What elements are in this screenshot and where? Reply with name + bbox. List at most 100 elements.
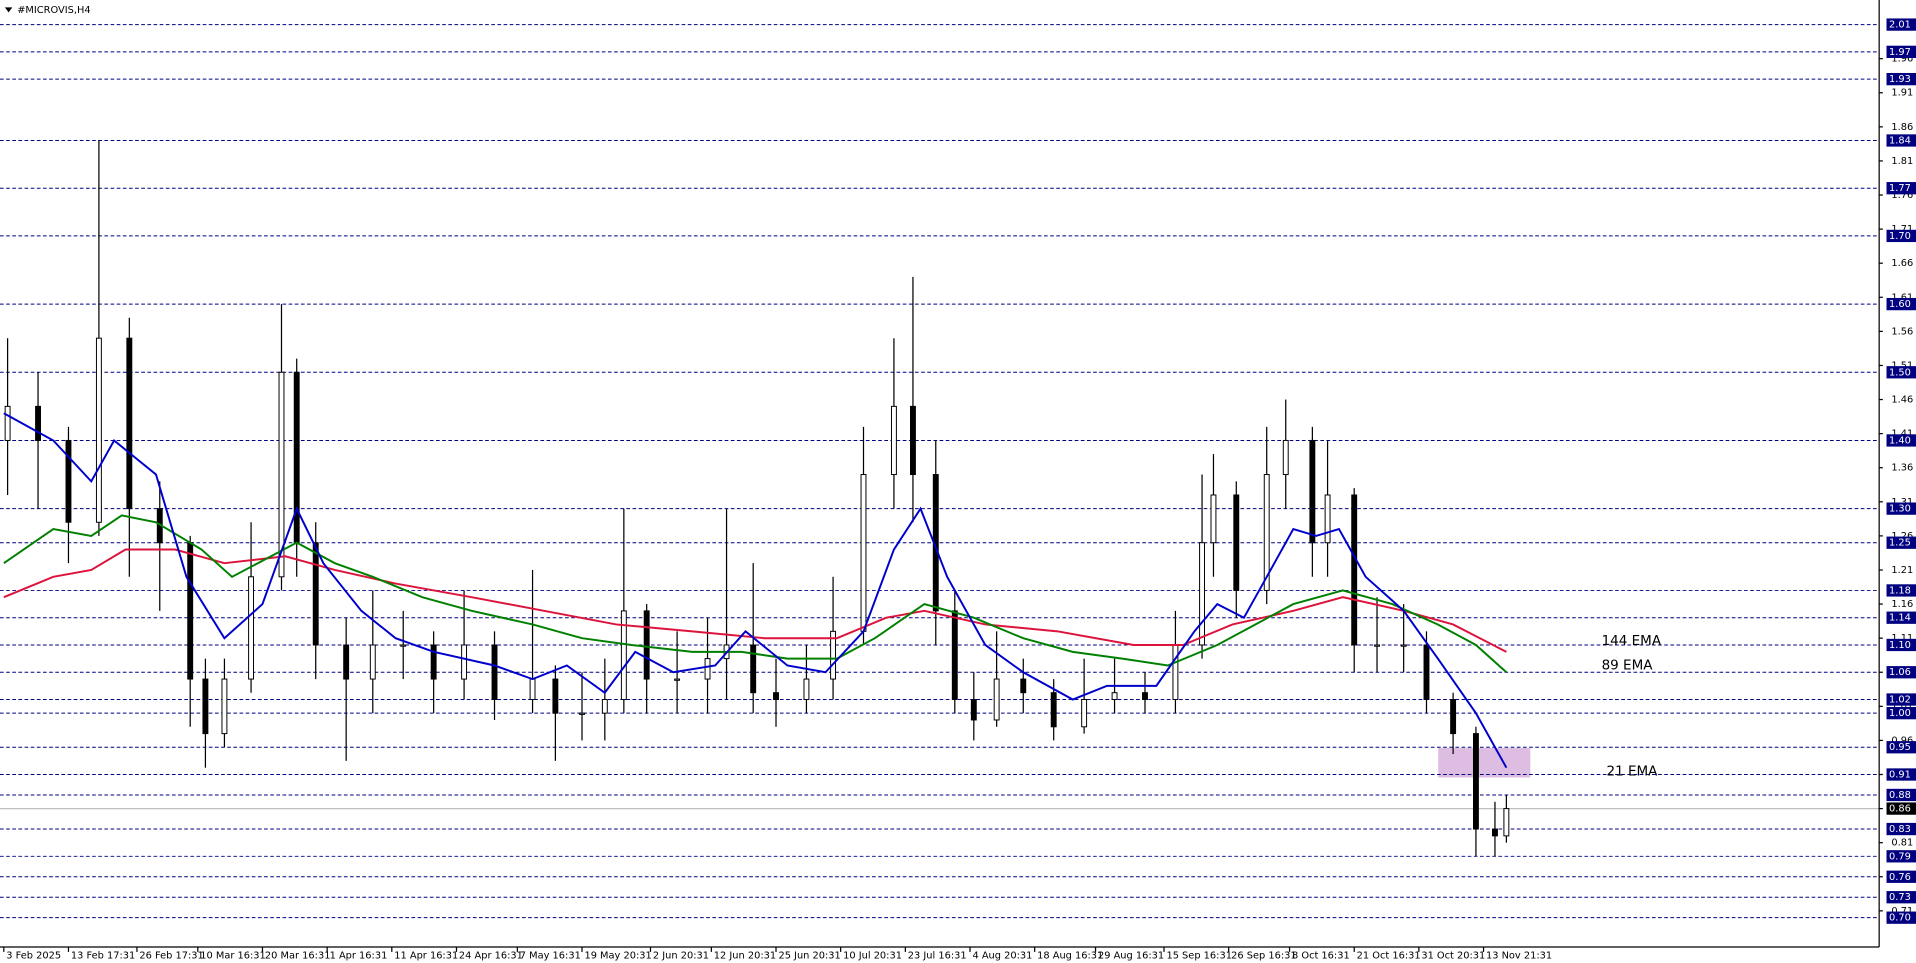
y-tick-label: 1.21 [1891, 565, 1913, 576]
x-tick-label: 23 Jul 16:31 [908, 951, 967, 962]
candle-body [993, 678, 1000, 721]
level-label: 0.76 [1889, 872, 1911, 883]
level-label: 1.60 [1889, 299, 1911, 310]
x-tick-label: 13 Nov 21:31 [1486, 951, 1552, 962]
level-label: 1.06 [1889, 667, 1911, 678]
level-label: 0.70 [1889, 913, 1911, 924]
level-label: 1.50 [1889, 367, 1911, 378]
y-tick-label: 1.36 [1891, 463, 1913, 474]
level-label-box [1886, 788, 1916, 802]
candle-body [126, 337, 133, 510]
level-label-box [1886, 768, 1916, 781]
candle-body [1351, 494, 1358, 646]
candle-body [1282, 439, 1289, 476]
x-tick-label: 29 Aug 16:31 [1098, 951, 1164, 962]
current-price-box [1886, 802, 1916, 815]
level-label-box [1886, 536, 1916, 549]
y-tick-label: 1.56 [1891, 326, 1913, 337]
candle-body [221, 678, 228, 735]
candle-body [65, 439, 72, 523]
y-tick-label: 1.31 [1891, 497, 1913, 508]
y-tick-label: 1.66 [1891, 258, 1913, 269]
candle-body [1492, 828, 1498, 837]
candle-body [187, 542, 194, 680]
level-label-box [1886, 870, 1916, 883]
candle-body [1324, 494, 1331, 544]
y-tick-label: 1.51 [1891, 360, 1913, 371]
level-label: 1.02 [1889, 695, 1911, 706]
level-label-box [1886, 822, 1916, 836]
candle-body [1233, 494, 1240, 591]
candle-body [529, 678, 536, 701]
y-tick-label: 1.61 [1891, 292, 1913, 303]
candle-body [674, 678, 681, 681]
candle-body [293, 371, 300, 544]
y-tick-label: 1.41 [1891, 429, 1913, 440]
y-tick-label: 1.86 [1891, 122, 1913, 133]
candle-body [1423, 644, 1430, 701]
candle-body [704, 658, 711, 680]
candle-body [951, 610, 958, 701]
level-label: 0.79 [1889, 851, 1911, 862]
candle-body [1172, 644, 1179, 701]
plot [0, 24, 1880, 919]
level-label-box [1886, 611, 1916, 624]
candle-body [1142, 692, 1148, 701]
y-tick-label: 1.71 [1891, 224, 1913, 235]
candle-body [95, 337, 102, 523]
candle-body [830, 630, 837, 680]
x-tick-label: 18 Aug 16:31 [1037, 951, 1103, 962]
level-label-box [1886, 911, 1916, 924]
x-tick-label: 3 Feb 2025 [6, 951, 61, 962]
candle-body [35, 405, 41, 441]
x-tick-label: 21 Oct 16:31 [1357, 951, 1421, 962]
candle-body [312, 542, 319, 646]
level-label-box [1886, 229, 1916, 243]
candle-body [643, 610, 650, 680]
candle-body [620, 610, 627, 701]
level-label: 0.88 [1889, 790, 1911, 801]
candle-body [278, 371, 285, 578]
y-tick-label: 1.81 [1891, 156, 1913, 167]
candle-body [750, 644, 757, 694]
y-tick-label: 1.01 [1891, 701, 1913, 712]
y-tick-label: 1.26 [1891, 531, 1913, 542]
candle-body [773, 692, 779, 701]
ema-label: 144 EMA [1602, 633, 1662, 649]
level-label: 1.77 [1889, 183, 1911, 194]
x-tick-label: 11 Apr 16:31 [394, 951, 458, 962]
x-tick-label: 15 Sep 16:31 [1166, 951, 1231, 962]
candle-body [860, 474, 867, 632]
level-label-box [1886, 584, 1916, 597]
level-label-box [1886, 891, 1916, 904]
menu-arrow[interactable] [4, 7, 13, 13]
level-label-box [1886, 72, 1916, 86]
level-label-box [1886, 693, 1916, 706]
candle-body [248, 576, 255, 680]
highlight-zone [1438, 748, 1531, 778]
level-label: 1.00 [1889, 708, 1911, 719]
candle-body [579, 712, 585, 715]
level-label-box [1886, 182, 1916, 195]
x-tick-label: 25 Jun 20:31 [778, 951, 840, 962]
level-label-box [1886, 502, 1916, 515]
level-label: 1.30 [1889, 504, 1911, 515]
y-tick-label: 1.11 [1891, 633, 1913, 644]
candle-body [1400, 644, 1407, 647]
level-label-box [1886, 366, 1916, 379]
y-tick-label: 0.81 [1891, 838, 1913, 849]
x-tick-label: 24 Apr 16:31 [459, 951, 523, 962]
level-label-box [1886, 134, 1916, 147]
level-label-box [1886, 666, 1916, 679]
candle-body [491, 644, 498, 701]
candle-body [461, 644, 468, 680]
y-tick-label: 1.76 [1891, 190, 1913, 201]
level-label-box [1886, 297, 1916, 311]
candle-body [1111, 692, 1118, 701]
level-label: 1.97 [1889, 47, 1911, 58]
candle-body [552, 678, 559, 714]
x-tick-label: 13 Feb 17:31 [71, 951, 135, 962]
